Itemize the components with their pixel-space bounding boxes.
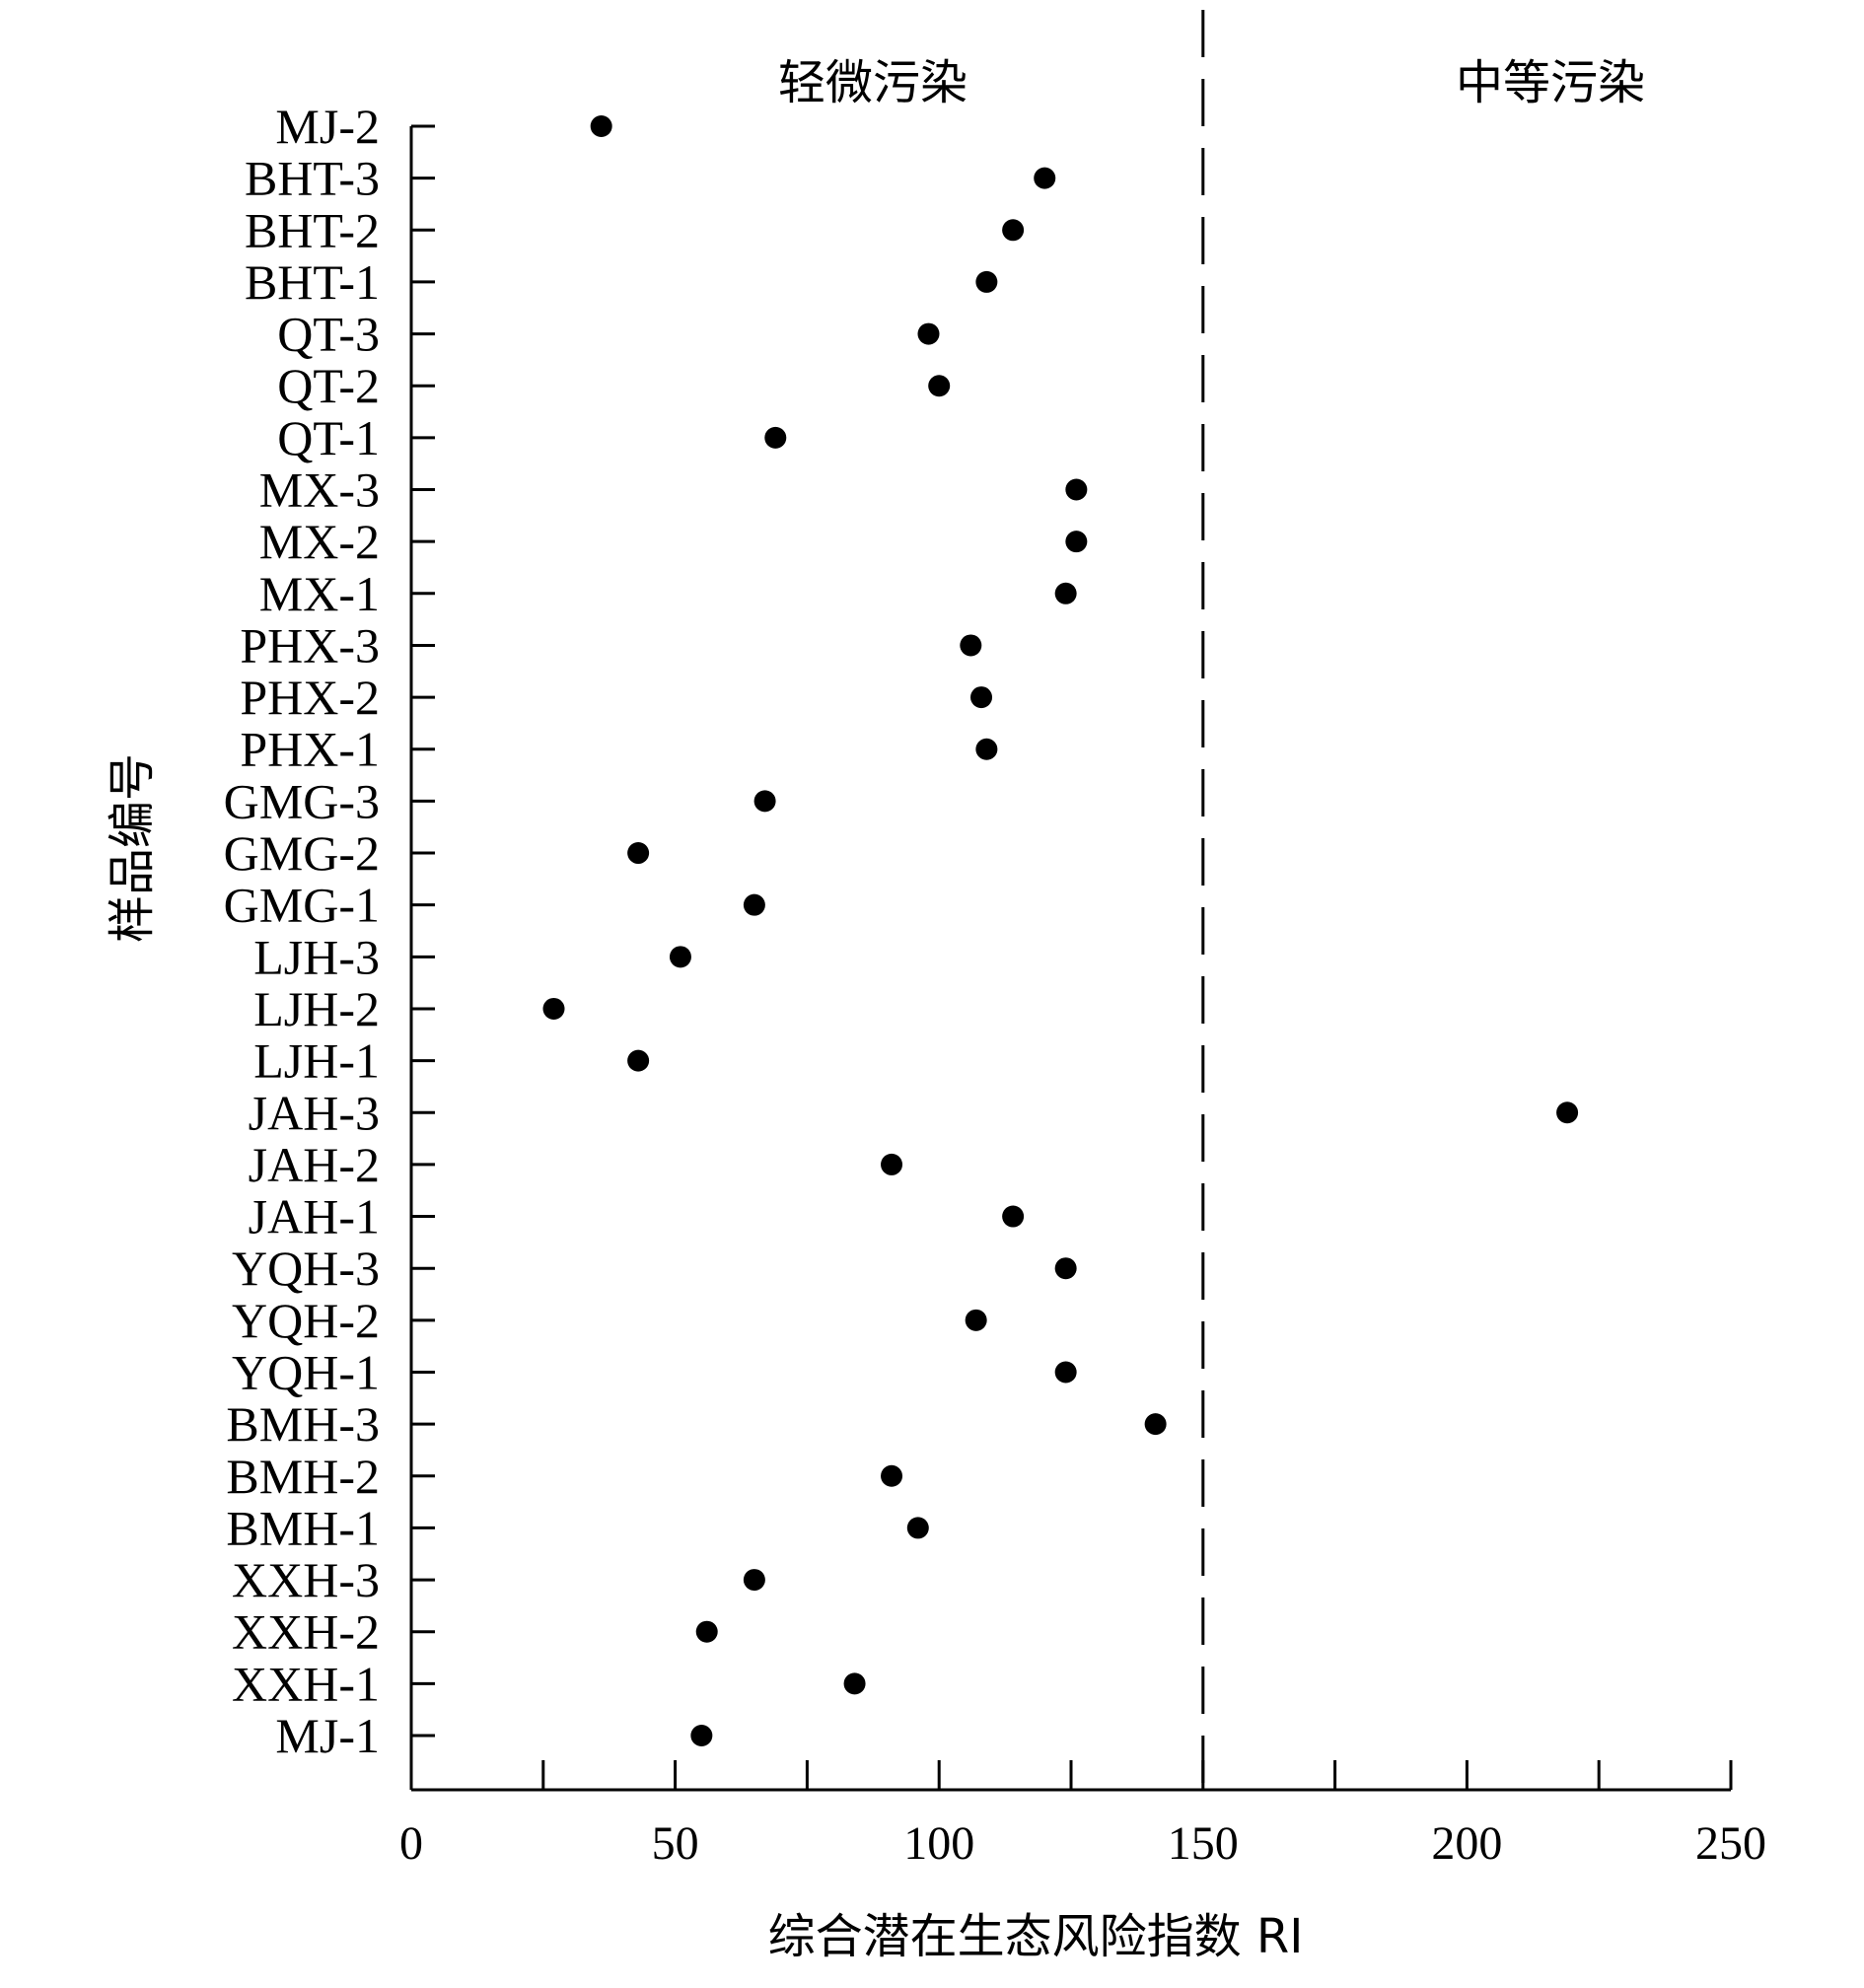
x-tick-label: 50 bbox=[652, 1817, 699, 1870]
y-tick-label: GMG-1 bbox=[224, 878, 380, 933]
y-tick-label: BMH-1 bbox=[226, 1500, 380, 1555]
y-tick-label: JAH-3 bbox=[249, 1085, 380, 1140]
data-point bbox=[975, 738, 998, 760]
data-point bbox=[881, 1153, 903, 1175]
y-tick-label: LJH-3 bbox=[253, 929, 380, 984]
data-point bbox=[965, 1309, 987, 1331]
y-tick-label: MJ-2 bbox=[275, 99, 380, 154]
data-point bbox=[975, 270, 998, 293]
y-tick-label: XXH-1 bbox=[232, 1656, 380, 1711]
data-point bbox=[843, 1672, 866, 1695]
data-point bbox=[1002, 219, 1025, 242]
y-tick-label: XXH-2 bbox=[232, 1604, 380, 1660]
y-tick-label: BHT-2 bbox=[245, 202, 380, 257]
x-axis-label: 综合潜在生态风险指数 RI bbox=[768, 1909, 1304, 1964]
y-tick-label: LJH-1 bbox=[253, 1033, 380, 1089]
data-point bbox=[928, 375, 951, 397]
x-ticks: 0 50 100 150 200 250 bbox=[399, 1760, 1766, 1870]
y-tick-label: YQH-3 bbox=[232, 1241, 380, 1296]
data-point bbox=[917, 322, 940, 345]
y-tick-label: QT-3 bbox=[277, 307, 380, 362]
y-tick-label: QT-1 bbox=[277, 410, 380, 465]
data-point bbox=[753, 790, 776, 813]
data-point bbox=[690, 1725, 713, 1746]
data-point bbox=[1065, 478, 1088, 501]
y-tick-label: QT-2 bbox=[277, 358, 380, 413]
y-tick-label: PHX-1 bbox=[240, 722, 380, 777]
data-point bbox=[590, 115, 612, 137]
y-tick-label: MJ-1 bbox=[275, 1708, 380, 1763]
data-point bbox=[542, 997, 565, 1020]
data-point bbox=[1054, 1361, 1077, 1384]
region-label-slight: 轻微污染 bbox=[778, 55, 968, 110]
y-tick-label: MX-2 bbox=[259, 514, 380, 569]
data-point bbox=[669, 946, 691, 968]
data-point bbox=[970, 686, 993, 709]
y-tick-label: JAH-2 bbox=[249, 1137, 380, 1192]
y-tick-label: GMG-3 bbox=[224, 773, 380, 828]
data-point bbox=[1556, 1101, 1579, 1124]
data-point bbox=[1144, 1413, 1167, 1436]
y-tick-label: BMH-3 bbox=[226, 1396, 380, 1452]
data-point bbox=[906, 1517, 929, 1539]
y-tick-label: BHT-3 bbox=[245, 151, 380, 206]
y-tick-label: MX-1 bbox=[259, 566, 380, 621]
data-point bbox=[743, 1569, 765, 1592]
data-point bbox=[960, 634, 982, 657]
data-point bbox=[1054, 1257, 1077, 1280]
axes bbox=[409, 126, 1731, 1792]
data-point bbox=[881, 1464, 903, 1487]
y-tick-label: MX-3 bbox=[259, 462, 380, 518]
y-tick-label: PHX-2 bbox=[240, 670, 380, 725]
data-point bbox=[695, 1620, 718, 1643]
data-point bbox=[764, 426, 787, 449]
data-point bbox=[743, 893, 765, 916]
y-axis-label: 样品编号 bbox=[105, 753, 160, 943]
data-point bbox=[1034, 167, 1056, 189]
y-tick-label: YQH-1 bbox=[232, 1344, 380, 1399]
data-points bbox=[542, 115, 1579, 1746]
y-tick-label: XXH-3 bbox=[232, 1552, 380, 1607]
data-point bbox=[1065, 531, 1088, 553]
y-tick-label: GMG-2 bbox=[224, 825, 380, 881]
y-tick-label: YQH-2 bbox=[232, 1293, 380, 1348]
y-tick-label: BMH-2 bbox=[226, 1449, 380, 1504]
x-tick-label: 250 bbox=[1695, 1817, 1766, 1870]
data-point bbox=[1054, 582, 1077, 604]
x-tick-label: 150 bbox=[1168, 1817, 1239, 1870]
y-tick-label: LJH-2 bbox=[253, 981, 380, 1036]
y-tick-label: PHX-3 bbox=[240, 617, 380, 673]
y-tick-label: BHT-1 bbox=[245, 254, 380, 310]
x-tick-label: 0 bbox=[399, 1817, 423, 1870]
data-point bbox=[1002, 1205, 1025, 1228]
data-point bbox=[627, 842, 650, 865]
x-tick-label: 200 bbox=[1431, 1817, 1502, 1870]
y-ticks: MJ-1XXH-1XXH-2XXH-3BMH-1BMH-2BMH-3YQH-1Y… bbox=[224, 99, 435, 1763]
x-tick-label: 100 bbox=[903, 1817, 974, 1870]
region-label-moderate: 中等污染 bbox=[1456, 55, 1645, 110]
data-point bbox=[627, 1049, 650, 1072]
y-tick-label: JAH-1 bbox=[249, 1189, 380, 1244]
